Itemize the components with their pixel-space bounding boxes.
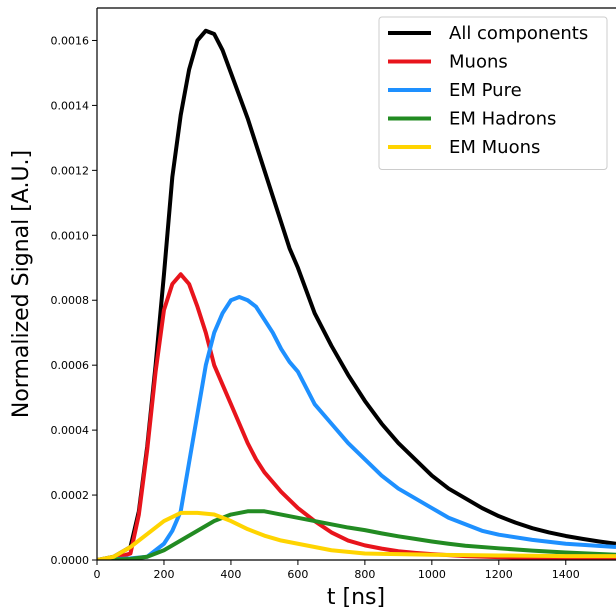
series-line-0 <box>97 28 616 560</box>
ticks-layer: 0 200 400 600 800 1000 1200 1400 0.0000 0.0002 0.0… <box>51 34 580 581</box>
y-tick-label-2: 0.0004 <box>51 424 90 437</box>
x-tick-label-5: 1000 <box>418 568 446 581</box>
x-axis-title: t [ns] <box>327 585 385 610</box>
legend-label-4: EM Muons <box>449 137 540 158</box>
y-axis-title: Normalized Signal [A.U.] <box>9 150 34 418</box>
y-tick-label-3: 0.0006 <box>51 359 90 372</box>
axes-layer <box>96 7 616 561</box>
y-tick-label-7: 0.0014 <box>51 99 90 112</box>
series-layer <box>97 28 616 560</box>
x-tick-label-6: 1200 <box>485 568 513 581</box>
x-tick-label-1: 200 <box>153 568 174 581</box>
series-line-2 <box>97 294 616 560</box>
x-tick-label-7: 1400 <box>552 568 580 581</box>
legend-label-3: EM Hadrons <box>449 109 556 130</box>
y-tick-label-1: 0.0002 <box>51 489 90 502</box>
legend-box <box>378 16 608 170</box>
y-tick-label-5: 0.0010 <box>51 229 90 242</box>
legend-label-2: EM Pure <box>449 80 522 101</box>
x-tick-label-3: 600 <box>287 568 308 581</box>
y-tick-label-8: 0.0016 <box>51 34 90 47</box>
x-tick-label-2: 400 <box>220 568 241 581</box>
legend-label-0: All components <box>449 23 588 44</box>
y-tick-label-6: 0.0012 <box>51 164 90 177</box>
legend-label-1: Muons <box>449 52 508 73</box>
series-line-3 <box>97 509 616 560</box>
legend: All components Muons EM Pure EM Hadrons EM M… <box>378 16 608 170</box>
y-tick-label-0: 0.0000 <box>51 554 90 567</box>
x-tick-label-0: 0 <box>94 568 101 581</box>
y-tick-label-4: 0.0008 <box>51 294 90 307</box>
series-line-4 <box>97 510 616 560</box>
x-tick-label-4: 800 <box>354 568 375 581</box>
